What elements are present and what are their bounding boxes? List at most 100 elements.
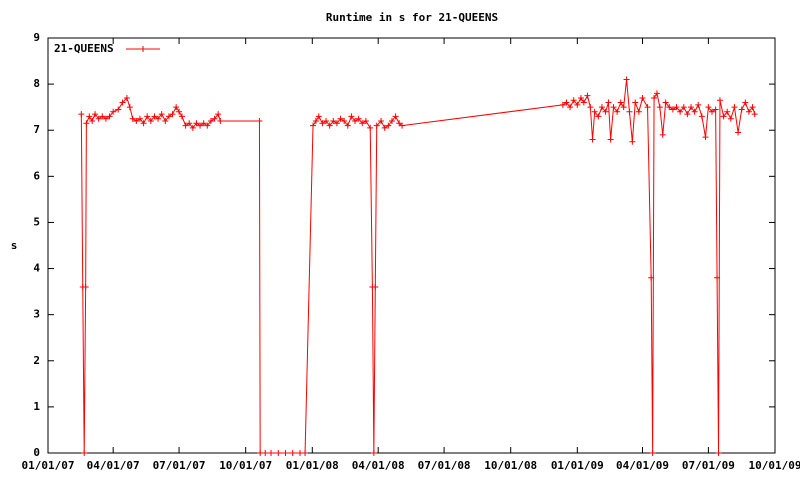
- point-marker: [635, 108, 642, 115]
- point-marker: [392, 113, 399, 120]
- point-marker: [99, 113, 106, 120]
- point-marker: [651, 94, 658, 101]
- point-marker: [738, 106, 745, 113]
- point-marker: [173, 104, 180, 111]
- point-marker: [688, 104, 695, 111]
- y-axis-label: s: [11, 239, 18, 252]
- point-marker: [144, 113, 151, 120]
- point-marker: [742, 99, 749, 106]
- point-marker: [323, 118, 330, 124]
- point-marker: [370, 450, 377, 456]
- point-marker: [559, 101, 566, 108]
- point-marker: [95, 115, 102, 122]
- point-marker: [702, 134, 709, 141]
- point-marker: [140, 120, 147, 127]
- point-marker: [673, 104, 680, 111]
- point-marker: [256, 118, 263, 124]
- point-marker: [745, 108, 752, 115]
- point-marker: [605, 99, 612, 106]
- point-marker: [587, 104, 594, 111]
- point-marker: [372, 284, 379, 290]
- point-marker: [257, 450, 264, 456]
- point-marker: [86, 113, 93, 120]
- point-marker: [653, 90, 660, 97]
- point-marker: [200, 120, 207, 127]
- point-marker: [677, 108, 684, 115]
- point-marker: [268, 450, 275, 456]
- point-marker: [162, 118, 169, 124]
- y-tick-label: 5: [33, 215, 40, 228]
- point-marker: [158, 111, 165, 118]
- point-marker: [751, 111, 758, 118]
- point-marker: [89, 118, 96, 124]
- chart-title: Runtime in s for 21-QUEENS: [326, 11, 498, 24]
- y-tick-label: 2: [33, 354, 40, 367]
- point-marker: [315, 113, 322, 120]
- point-marker: [577, 94, 584, 101]
- point-marker: [282, 450, 289, 456]
- point-marker: [712, 106, 719, 113]
- series-line: [80, 79, 756, 454]
- point-marker: [106, 113, 113, 120]
- point-marker: [129, 115, 136, 122]
- point-marker: [176, 108, 183, 115]
- point-marker: [567, 104, 574, 111]
- point-marker: [178, 113, 185, 120]
- point-marker: [715, 450, 722, 456]
- point-marker: [133, 118, 140, 124]
- point-marker: [598, 104, 605, 111]
- point-marker: [695, 101, 702, 108]
- point-marker: [326, 122, 333, 129]
- point-marker: [82, 284, 89, 290]
- point-marker: [312, 118, 319, 124]
- point-marker: [749, 104, 756, 111]
- point-marker: [595, 113, 602, 120]
- point-marker: [614, 108, 621, 115]
- point-marker: [115, 106, 122, 113]
- point-marker: [215, 111, 222, 118]
- point-marker: [367, 124, 374, 131]
- y-tick-label: 6: [33, 169, 40, 182]
- point-marker: [348, 113, 355, 120]
- point-marker: [319, 120, 326, 127]
- point-marker: [359, 120, 366, 127]
- point-marker: [126, 104, 133, 111]
- point-marker: [333, 120, 340, 127]
- point-marker: [197, 122, 204, 129]
- point-marker: [659, 131, 666, 138]
- point-marker: [589, 136, 596, 143]
- point-marker: [186, 120, 193, 127]
- point-marker: [666, 104, 673, 111]
- point-marker: [352, 118, 359, 124]
- point-marker: [165, 113, 172, 120]
- point-marker: [570, 97, 577, 104]
- point-marker: [574, 101, 581, 108]
- x-tick-label: 04/01/07: [87, 459, 140, 472]
- point-marker: [705, 104, 712, 111]
- point-marker: [381, 124, 388, 131]
- x-tick-label: 10/01/07: [219, 459, 272, 472]
- point-marker: [92, 111, 99, 118]
- point-marker: [714, 274, 721, 281]
- point-marker: [362, 118, 369, 124]
- point-marker: [330, 118, 337, 124]
- point-marker: [136, 115, 143, 122]
- point-marker: [716, 97, 723, 104]
- x-tick-label: 07/01/09: [682, 459, 735, 472]
- point-marker: [691, 108, 698, 115]
- point-marker: [731, 104, 738, 111]
- point-marker: [662, 99, 669, 106]
- y-tick-label: 1: [33, 400, 40, 413]
- point-marker: [620, 104, 627, 111]
- x-tick-label: 10/01/09: [749, 459, 800, 472]
- point-marker: [607, 136, 614, 143]
- point-marker: [644, 104, 651, 111]
- y-tick-label: 9: [33, 31, 40, 44]
- legend-marker: [140, 46, 146, 52]
- point-marker: [275, 450, 282, 456]
- point-marker: [724, 108, 731, 115]
- x-tick-label: 07/01/08: [418, 459, 471, 472]
- point-marker: [563, 99, 570, 106]
- x-tick-label: 01/01/08: [286, 459, 339, 472]
